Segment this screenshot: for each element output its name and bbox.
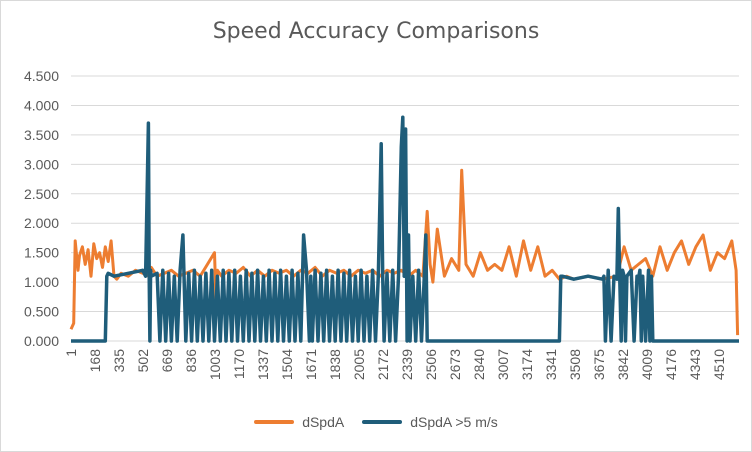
y-tick-label: 4.000 [24,97,59,113]
x-tick-label: 669 [159,349,175,373]
x-tick-label: 3341 [543,349,559,380]
x-tick-label: 2506 [423,349,439,380]
y-tick-label: 3.500 [24,127,59,143]
legend-swatch-dspda [254,420,295,424]
legend-label-dspda-over-5: dSpdA >5 m/s [410,414,498,430]
y-tick-label: 1.000 [24,274,59,290]
x-tick-label: 1838 [327,349,343,380]
x-tick-label: 1003 [207,349,223,380]
y-tick-label: 0.500 [24,304,59,320]
x-tick-label: 2172 [375,349,391,380]
legend-item-dspda: dSpdA [254,414,344,430]
x-tick-label: 168 [87,349,103,373]
x-tick-label: 3508 [567,349,583,380]
x-tick-label: 2005 [351,349,367,380]
x-tick-label: 502 [135,349,151,373]
y-tick-label: 4.500 [24,68,59,84]
x-tick-label: 3007 [495,349,511,380]
y-tick-label: 1.500 [24,245,59,261]
x-tick-label: 2840 [471,349,487,380]
x-tick-label: 4176 [663,349,679,380]
x-tick-label: 836 [183,349,199,373]
x-tick-label: 1 [63,349,79,357]
x-tick-label: 4009 [639,349,655,380]
x-tick-label: 3842 [615,349,631,380]
x-tick-label: 4510 [711,349,727,380]
y-tick-label: 0.000 [24,333,59,349]
legend-label-dspda: dSpdA [302,414,345,430]
x-tick-label: 4343 [687,349,703,380]
y-tick-label: 3.000 [24,156,59,172]
x-tick-label: 1671 [303,349,319,380]
chart-legend: dSpdA dSpdA >5 m/s [1,414,751,430]
x-tick-label: 1504 [279,349,295,380]
y-tick-label: 2.500 [24,186,59,202]
x-tick-label: 335 [111,349,127,373]
x-tick-label: 1337 [255,349,271,380]
chart-title: Speed Accuracy Comparisons [212,19,540,44]
series-line-dspda-over-5 [71,115,739,343]
x-tick-label: 1170 [231,349,247,379]
legend-swatch-dspda-over-5 [362,420,403,424]
x-tick-label: 2339 [399,349,415,380]
x-tick-label: 3174 [519,349,535,380]
y-tick-label: 2.000 [24,215,59,231]
x-tick-label: 3675 [591,349,607,380]
x-tick-label: 2673 [447,349,463,380]
legend-item-dspda-over-5: dSpdA >5 m/s [362,414,498,430]
